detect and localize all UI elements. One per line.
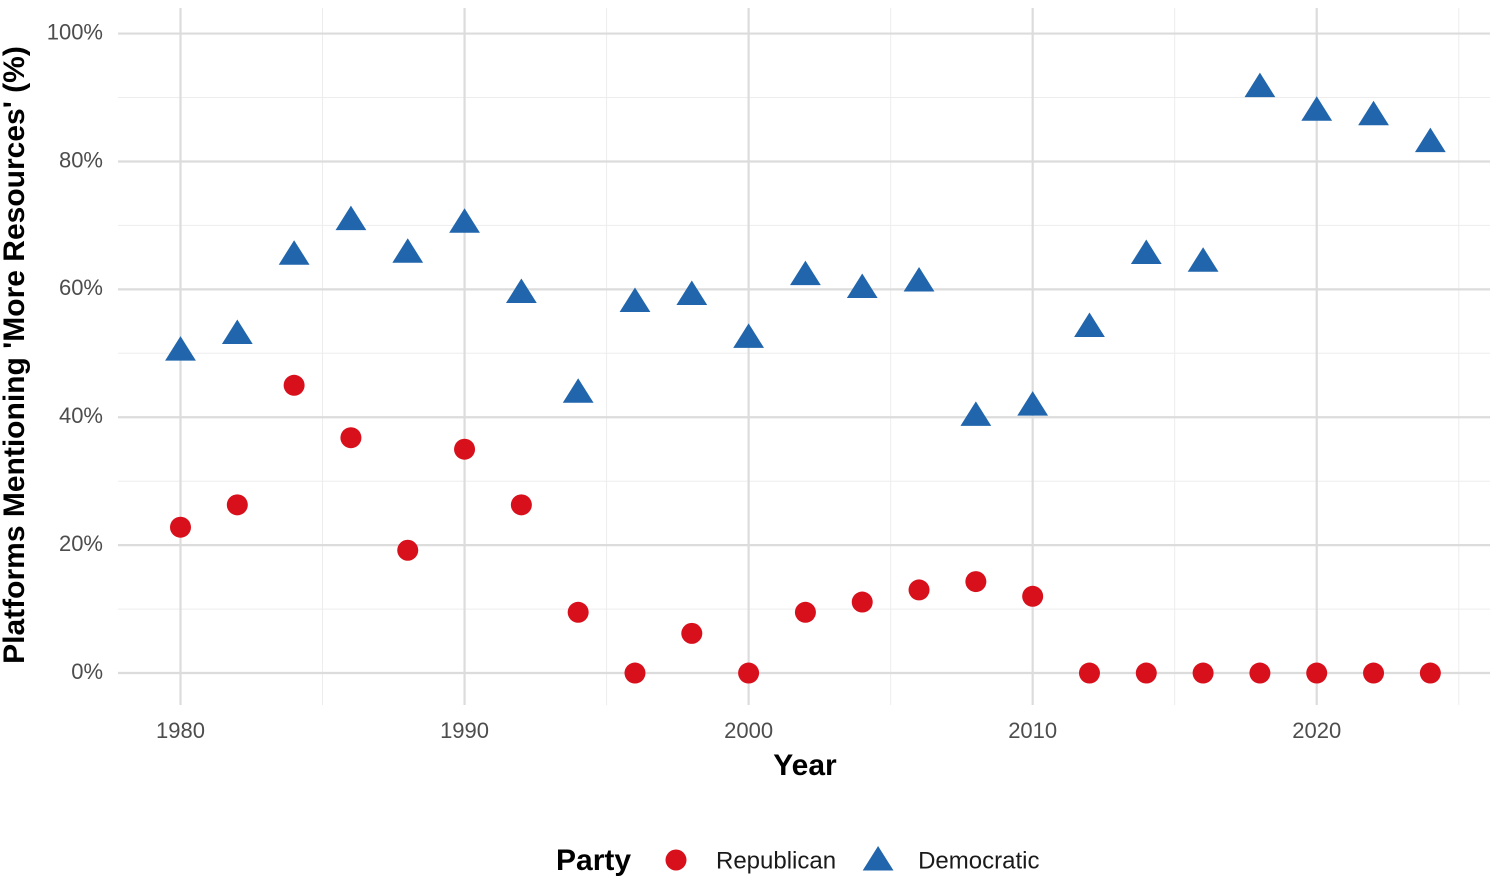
- data-point: [790, 260, 821, 286]
- data-point: [733, 323, 765, 348]
- data-point: [221, 319, 253, 344]
- x-tick-label: 2020: [1292, 718, 1341, 743]
- y-tick-label: 60%: [59, 275, 103, 300]
- data-point: [1244, 72, 1276, 98]
- data-point: [965, 571, 987, 593]
- data-point: [1306, 662, 1328, 684]
- data-point: [226, 494, 248, 516]
- data-point: [960, 401, 992, 426]
- legend-label: Republican: [716, 847, 836, 874]
- data-point: [908, 579, 930, 601]
- x-tick-label: 2010: [1008, 718, 1057, 743]
- legend-marker: [862, 846, 894, 871]
- data-point: [1192, 662, 1214, 684]
- legend-title: Party: [556, 844, 631, 877]
- y-tick-label: 80%: [59, 147, 103, 172]
- data-point: [449, 208, 480, 233]
- data-point: [278, 240, 310, 265]
- data-point: [510, 494, 532, 516]
- x-tick-label: 1990: [440, 718, 489, 743]
- data-point: [1187, 247, 1219, 272]
- y-axis-title: Platforms Mentioning 'More Resources' (%…: [0, 46, 31, 664]
- data-point: [454, 438, 476, 460]
- data-point: [505, 278, 537, 304]
- y-tick-label: 40%: [59, 403, 103, 428]
- legend-label: Democratic: [918, 847, 1039, 874]
- x-tick-label: 1980: [156, 718, 205, 743]
- legend-marker: [665, 849, 687, 871]
- grid: [118, 8, 1490, 705]
- data-point: [283, 374, 305, 396]
- data-point: [1135, 662, 1157, 684]
- data-point: [1419, 662, 1441, 684]
- data-point: [1301, 96, 1333, 121]
- data-point: [846, 273, 878, 298]
- x-axis-title: Year: [773, 749, 837, 782]
- data-point: [624, 662, 646, 684]
- data-point: [1078, 662, 1100, 684]
- y-tick-label: 20%: [59, 531, 103, 556]
- data-point: [676, 280, 708, 305]
- data-point: [619, 287, 651, 313]
- data-point: [1249, 662, 1271, 684]
- data-point: [562, 378, 594, 403]
- data-point: [1017, 391, 1049, 416]
- data-point: [1363, 662, 1385, 684]
- data-point: [738, 662, 760, 684]
- data-point: [567, 601, 589, 623]
- data-point: [1022, 585, 1044, 607]
- data-point: [1414, 127, 1446, 153]
- data-point: [340, 427, 362, 449]
- y-tick-label: 100%: [47, 19, 103, 44]
- data-point: [335, 205, 367, 231]
- data-point: [397, 539, 419, 561]
- data-point: [1358, 100, 1389, 126]
- data-point: [903, 267, 935, 292]
- y-tick-label: 0%: [71, 659, 103, 684]
- data-point: [1130, 239, 1162, 265]
- data-point: [1074, 312, 1105, 337]
- data-point: [681, 622, 703, 644]
- x-tick-label: 2000: [724, 718, 773, 743]
- data-point: [169, 516, 191, 538]
- data-point: [851, 591, 873, 613]
- data-point: [165, 336, 196, 361]
- data-point: [794, 601, 816, 623]
- data-point: [392, 238, 424, 263]
